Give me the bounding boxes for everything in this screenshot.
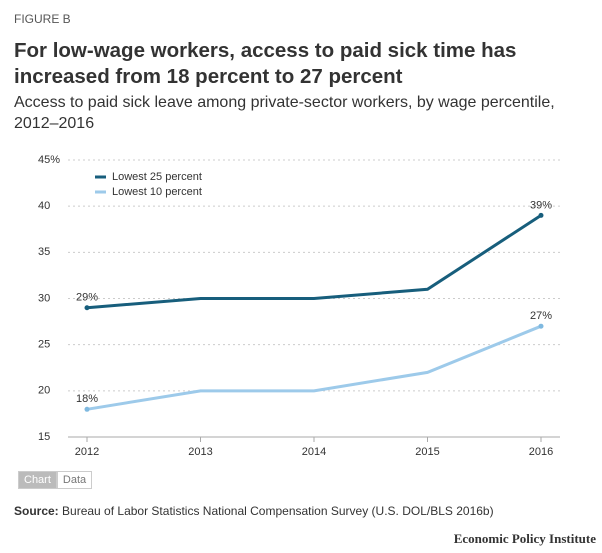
x-tick-label: 2015 (415, 446, 439, 458)
source-label: Source: (14, 504, 59, 518)
data-point (84, 305, 90, 311)
y-tick-label: 35 (38, 246, 50, 258)
x-tick-label: 2014 (302, 446, 326, 458)
publisher: Economic Policy Institute (453, 531, 596, 546)
data-label: 29% (76, 292, 98, 304)
data-point (84, 406, 90, 412)
data-label: 27% (530, 310, 552, 322)
x-tick-label: 2013 (188, 446, 212, 458)
chart-button[interactable]: Chart (18, 471, 57, 489)
y-tick-label: 15 (38, 431, 50, 443)
data-point (538, 323, 544, 329)
data-label: 18% (76, 393, 98, 405)
x-tick-label: 2012 (75, 446, 99, 458)
data-button[interactable]: Data (56, 471, 93, 489)
y-tick-label: 40 (38, 200, 50, 212)
series-line (86, 214, 542, 310)
data-point (538, 212, 544, 218)
view-toggle: Chart Data (18, 471, 93, 489)
y-tick-label: 30 (38, 292, 50, 304)
legend-label: Lowest 25 percent (112, 171, 202, 183)
y-tick-label: 20 (38, 385, 50, 397)
figure-label: FIGURE B (14, 12, 71, 26)
series-line (86, 324, 542, 411)
source: Source: Bureau of Labor Statistics Natio… (14, 504, 494, 518)
y-tick-label: 25 (38, 339, 50, 351)
source-text: Bureau of Labor Statistics National Comp… (62, 504, 494, 518)
chart-title: For low-wage workers, access to paid sic… (14, 39, 517, 88)
data-label: 39% (530, 199, 552, 211)
x-tick-label: 2016 (529, 446, 553, 458)
legend-label: Lowest 10 percent (112, 186, 202, 198)
y-tick-label: 45% (38, 154, 60, 166)
chart-subtitle: Access to paid sick leave among private-… (14, 94, 555, 132)
